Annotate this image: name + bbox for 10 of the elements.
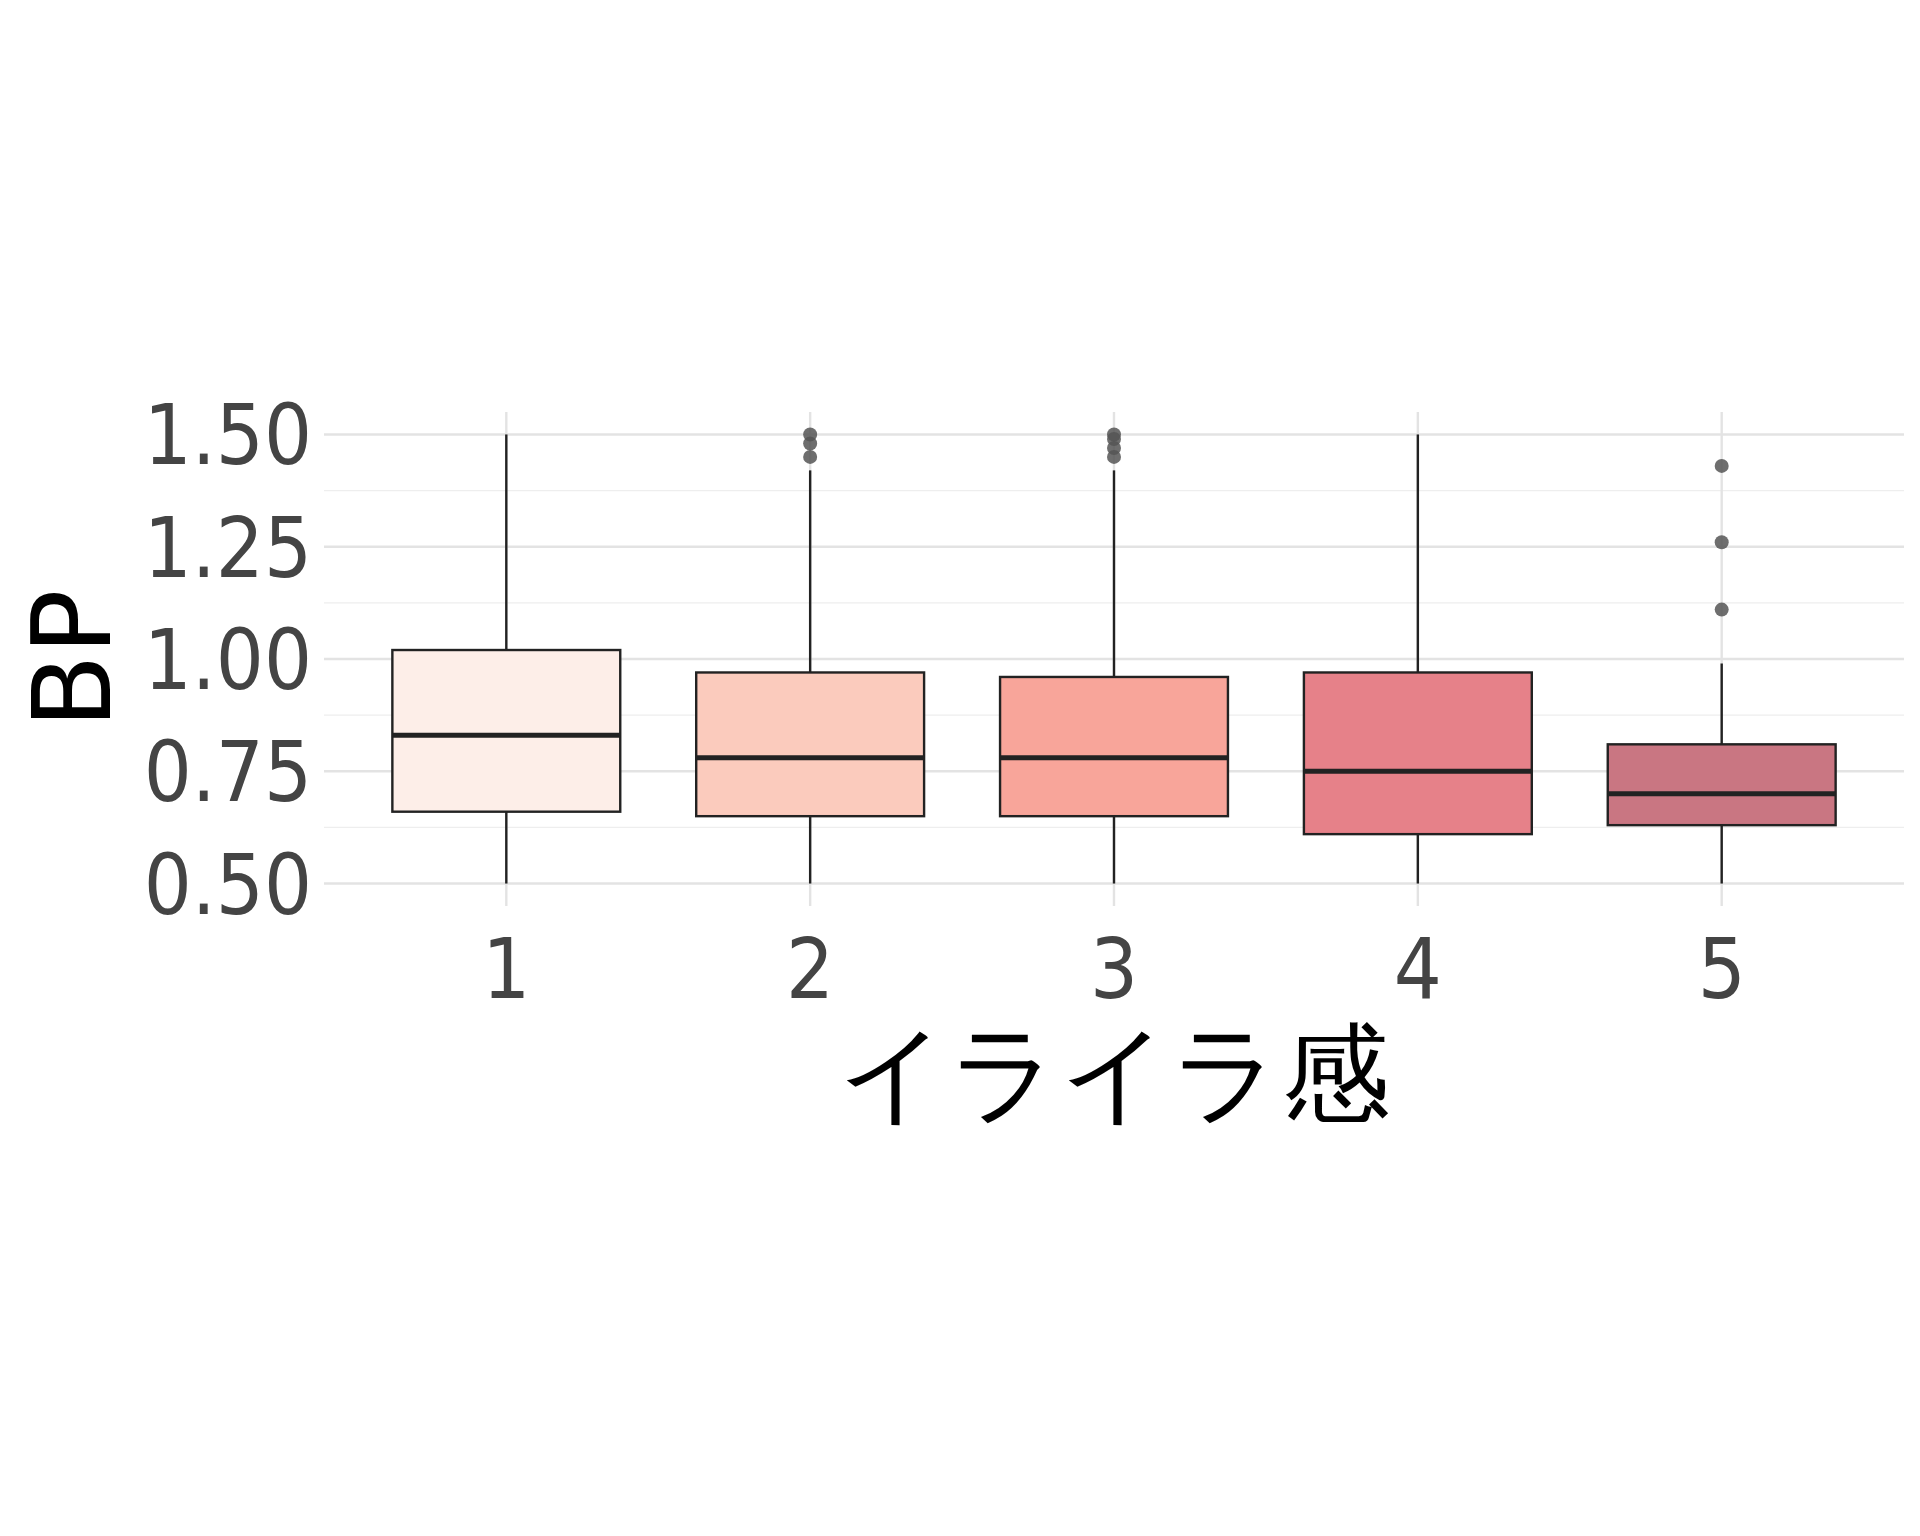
y-tick-label: 1.25 [143, 498, 312, 597]
y-tick-label: 0.75 [143, 723, 312, 822]
y-tick-label: 1.00 [143, 611, 312, 709]
x-tick-label: 1 [482, 920, 531, 1018]
x-tick-label: 2 [786, 920, 835, 1018]
y-tick-label: 1.50 [143, 386, 312, 485]
x-tick-label: 4 [1393, 920, 1442, 1018]
x-tick-label: 5 [1697, 920, 1746, 1018]
y-axis-title: BP [10, 589, 135, 729]
y-tick-label: 0.50 [143, 835, 312, 934]
